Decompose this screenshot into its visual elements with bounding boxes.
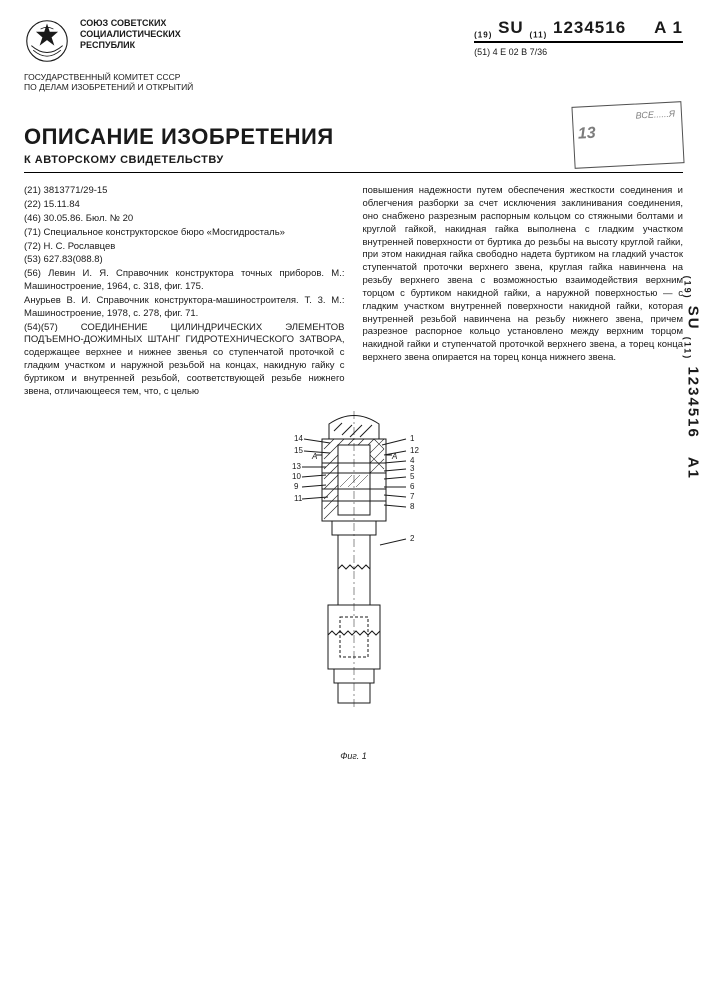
class-code: E 02 B 7/36	[500, 47, 547, 57]
pub-prefix: (19)	[474, 30, 492, 39]
publication-number-block: (19) SU (11) 1234516 A 1 (51) 4 E 02 B 7…	[474, 18, 683, 57]
pub-number: 1234516	[553, 18, 626, 37]
fig-label: 9	[294, 482, 299, 491]
abstract-continuation: повышения надежности путем обеспечения ж…	[363, 185, 684, 364]
fig-label: 7	[410, 492, 415, 501]
class-prefix: (51) 4	[474, 47, 498, 57]
fig-label: 13	[292, 462, 301, 471]
field-22: (22) 15.11.84	[24, 199, 345, 212]
fig-marker: А	[391, 452, 397, 461]
fig-label: 12	[410, 446, 419, 455]
figure-area: 14 15 13 10 9 11 1 12 4 3 5 6 7 8 2 А А	[24, 409, 683, 749]
field-53: (53) 627.83(088.8)	[24, 254, 345, 267]
stamp-number: 13	[577, 125, 596, 144]
pub-kind: A 1	[654, 18, 683, 37]
state-emblem	[24, 18, 70, 64]
classification: (51) 4 E 02 B 7/36	[474, 47, 683, 57]
side-number: 1234516	[684, 366, 701, 438]
title-block: ОПИСАНИЕ ИЗОБРЕТЕНИЯ К АВТОРСКОМУ СВИДЕТ…	[24, 124, 334, 166]
committee-row: ГОСУДАРСТВЕННЫЙ КОМИТЕТ СССР ПО ДЕЛАМ ИЗ…	[24, 72, 683, 92]
union-text: СОЮЗ СОВЕТСКИХ СОЦИАЛИСТИЧЕСКИХ РЕСПУБЛИ…	[80, 18, 181, 50]
right-column: повышения надежности путем обеспечения ж…	[363, 185, 684, 399]
pub-code: SU	[498, 18, 524, 37]
document-title: ОПИСАНИЕ ИЗОБРЕТЕНИЯ	[24, 124, 334, 150]
publication-main: (19) SU (11) 1234516 A 1	[474, 18, 683, 43]
committee-text: ГОСУДАРСТВЕННЫЙ КОМИТЕТ СССР ПО ДЕЛАМ ИЗ…	[24, 72, 193, 92]
title-row: ОПИСАНИЕ ИЗОБРЕТЕНИЯ К АВТОРСКОМУ СВИДЕТ…	[24, 104, 683, 166]
fig-label: 11	[294, 494, 303, 503]
fig-marker: А	[311, 452, 317, 461]
document-subtitle: К АВТОРСКОМУ СВИДЕТЕЛЬСТВУ	[24, 154, 334, 166]
fig-label: 10	[292, 472, 301, 481]
fig-label: 5	[410, 472, 415, 481]
fig-label: 14	[294, 434, 303, 443]
body-columns: (21) 3813771/29-15 (22) 15.11.84 (46) 30…	[24, 185, 683, 399]
side-prefix: (19)	[682, 276, 692, 300]
divider-line	[24, 172, 683, 173]
committee-line: ПО ДЕЛАМ ИЗОБРЕТЕНИЙ И ОТКРЫТИЙ	[24, 82, 193, 92]
union-line: СОЮЗ СОВЕТСКИХ	[80, 18, 181, 29]
field-72: (72) Н. С. Рославцев	[24, 241, 345, 254]
field-71: (71) Специальное конструкторское бюро «М…	[24, 227, 345, 240]
fig-label: 8	[410, 502, 415, 511]
fig-label: 6	[410, 482, 415, 491]
field-56b: Анурьев В. И. Справочник конструктора-ма…	[24, 295, 345, 321]
committee-line: ГОСУДАРСТВЕННЫЙ КОМИТЕТ СССР	[24, 72, 193, 82]
side-publication-label: (19) SU (11) 1234516 A1	[682, 276, 701, 480]
side-kind: A1	[684, 457, 701, 480]
side-sub11: (11)	[682, 337, 692, 361]
field-46: (46) 30.05.86. Бюл. № 20	[24, 213, 345, 226]
union-line: РЕСПУБЛИК	[80, 40, 181, 51]
stamp-text: ВСЕ......Я	[635, 109, 675, 121]
field-56a: (56) Левин И. Я. Справочник конструктора…	[24, 268, 345, 294]
header-row: СОЮЗ СОВЕТСКИХ СОЦИАЛИСТИЧЕСКИХ РЕСПУБЛИ…	[24, 18, 683, 64]
technical-drawing: 14 15 13 10 9 11 1 12 4 3 5 6 7 8 2 А А	[234, 409, 474, 749]
fig-label: 2	[410, 534, 415, 543]
figure-caption: Фиг. 1	[24, 751, 683, 761]
side-code: SU	[684, 306, 701, 331]
left-column: (21) 3813771/29-15 (22) 15.11.84 (46) 30…	[24, 185, 345, 399]
registration-stamp: ВСЕ......Я 13	[571, 102, 684, 170]
union-line: СОЦИАЛИСТИЧЕСКИХ	[80, 29, 181, 40]
field-54-57: (54)(57) СОЕДИНЕНИЕ ЦИЛИНДРИЧЕСКИХ ЭЛЕМЕ…	[24, 322, 345, 399]
field-21: (21) 3813771/29-15	[24, 185, 345, 198]
fig-label: 1	[410, 434, 415, 443]
pub-sub11: (11)	[529, 30, 547, 39]
fig-label: 15	[294, 446, 303, 455]
